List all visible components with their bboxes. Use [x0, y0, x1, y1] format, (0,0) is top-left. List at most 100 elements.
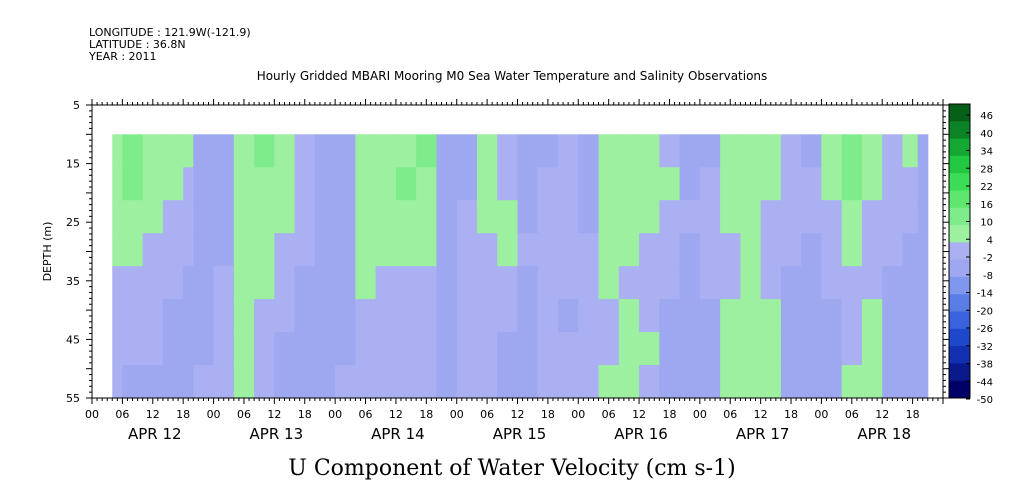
heatmap-cell: [112, 299, 123, 333]
heatmap-cell: [760, 365, 782, 399]
heatmap-cell: [375, 167, 397, 201]
heatmap-cell: [558, 134, 579, 168]
heatmap-cell: [456, 134, 478, 168]
x-tick-label: 18: [541, 408, 555, 421]
heatmap-cell: [861, 266, 883, 300]
heatmap-cell: [780, 332, 802, 366]
heatmap-cell: [740, 233, 762, 267]
heatmap-cell: [639, 365, 660, 399]
heatmap-cell: [578, 134, 600, 168]
colorbar-swatch: [949, 104, 970, 122]
heatmap-cell: [517, 233, 539, 267]
heatmap-cell: [274, 134, 296, 168]
heatmap-cell: [861, 200, 883, 234]
colorbar-tick-label: 16: [980, 200, 993, 211]
heatmap-cell: [801, 233, 822, 267]
heatmap-cell: [882, 365, 903, 399]
heatmap-cell: [476, 266, 498, 300]
heatmap-cell: [780, 266, 802, 300]
heatmap-cell: [882, 266, 903, 300]
heatmap-cell: [720, 134, 741, 168]
x-tick-label: 18: [298, 408, 312, 421]
heatmap-cell: [679, 365, 701, 399]
heatmap-cell: [497, 266, 518, 300]
colorbar-tick-label: -50: [977, 395, 993, 406]
heatmap-cell: [233, 332, 255, 366]
year-text: YEAR : 2011: [88, 50, 157, 63]
heatmap-cell: [882, 332, 903, 366]
heatmap-cell: [375, 332, 397, 366]
heatmap-cell: [476, 134, 498, 168]
heatmap-cell: [537, 200, 559, 234]
heatmap-cell: [122, 332, 144, 366]
heatmap-cell: [112, 332, 123, 366]
heatmap-cell: [780, 365, 802, 399]
heatmap-cell: [861, 332, 883, 366]
x-tick-label: 12: [754, 408, 768, 421]
colorbar-tick-label: 4: [987, 235, 993, 246]
heatmap-cell: [639, 200, 660, 234]
heatmap-cell: [699, 332, 721, 366]
heatmap-cell: [456, 266, 478, 300]
heatmap-cell: [679, 200, 701, 234]
y-tick-label: 55: [66, 392, 80, 405]
heatmap-cell: [760, 299, 782, 333]
heatmap-cell: [841, 266, 863, 300]
heatmap-cell: [122, 365, 144, 399]
x-tick-label: 06: [115, 408, 129, 421]
colorbar-swatch: [949, 155, 970, 174]
heatmap-cell: [183, 299, 194, 333]
x-tick-label: 12: [632, 408, 646, 421]
y-tick-label: 45: [66, 333, 80, 346]
heatmap-cell: [162, 332, 184, 366]
heatmap-cell: [183, 200, 194, 234]
heatmap-cell: [740, 299, 762, 333]
heatmap-cell: [598, 134, 620, 168]
heatmap-cell: [517, 332, 539, 366]
heatmap-cell: [537, 266, 559, 300]
heatmap-cell: [618, 365, 640, 399]
heatmap-cell: [558, 332, 579, 366]
heatmap-cell: [760, 200, 782, 234]
heatmap-cell: [355, 167, 377, 201]
heatmap-cell: [720, 233, 741, 267]
heatmap-cell: [861, 365, 883, 399]
heatmap-cell: [112, 134, 123, 168]
colorbar-swatch: [949, 380, 970, 399]
heatmap-cell: [699, 365, 721, 399]
heatmap-cell: [801, 332, 822, 366]
chart-title: Hourly Gridded MBARI Mooring M0 Sea Wate…: [257, 69, 768, 83]
heatmap-cell: [142, 167, 164, 201]
heatmap-cell: [902, 266, 919, 300]
heatmap-cell: [517, 299, 539, 333]
x-axis: 00 06 12 18 00 06 12 18 00 06 12 18 00 06 12 18 00 06 12 18…: [85, 99, 944, 443]
heatmap-cell: [821, 233, 843, 267]
heatmap-cell: [395, 332, 417, 366]
heatmap-cell: [162, 167, 184, 201]
heatmap-cell: [578, 167, 600, 201]
heatmap-cell: [142, 365, 164, 399]
x-tick-label: 00: [85, 408, 99, 421]
heatmap-cell: [801, 134, 822, 168]
x-tick-label: 00: [571, 408, 585, 421]
colorbar-swatch: [949, 121, 970, 139]
heatmap-cell: [233, 167, 255, 201]
heatmap-cell: [162, 299, 184, 333]
heatmap-cell: [314, 200, 336, 234]
x-tick-label: 12: [511, 408, 525, 421]
heatmap-cell: [122, 299, 144, 333]
y-axis-label: DEPTH (m): [41, 222, 54, 282]
heatmap-cell: [821, 134, 843, 168]
heatmap-cell: [821, 332, 843, 366]
heatmap-cell: [801, 167, 822, 201]
colorbar-tick-label: -38: [977, 360, 993, 371]
x-tick-label: 00: [450, 408, 464, 421]
y-tick-label: 5: [73, 99, 80, 112]
heatmap-cell: [537, 233, 559, 267]
heatmap-cell: [497, 299, 518, 333]
heatmap-cell: [517, 365, 539, 399]
heatmap-cell: [122, 167, 144, 201]
heatmap-cell: [213, 200, 235, 234]
heatmap-cell: [233, 266, 255, 300]
x-tick-label: 18: [662, 408, 676, 421]
